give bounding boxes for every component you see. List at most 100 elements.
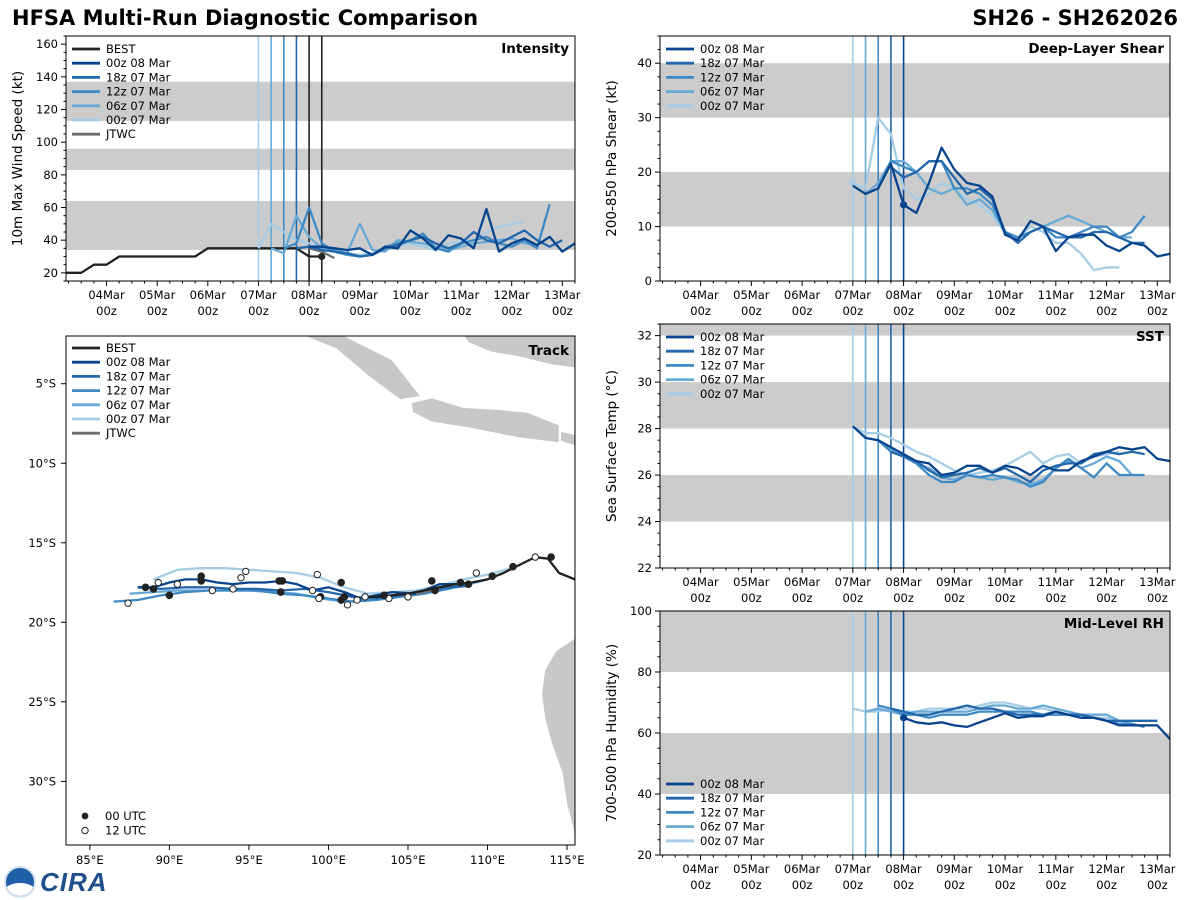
rh-xtick-hour-label: 00z xyxy=(842,878,863,892)
rh-band-1 xyxy=(660,611,1170,672)
rh-ytick-label: 80 xyxy=(637,665,652,679)
track-point-00utc xyxy=(278,577,287,585)
shear-band-1 xyxy=(660,63,1170,118)
rh-legend-label-18z-07-mar: 18z 07 Mar xyxy=(700,791,765,805)
track-point-12utc xyxy=(315,594,323,603)
intensity-ytick-label: 20 xyxy=(43,266,58,280)
sst-xtick-day-label: 13Mar xyxy=(1139,575,1176,589)
noaa-logo-icon xyxy=(4,866,36,898)
rh-xtick-day-label: 09Mar xyxy=(936,862,973,876)
sst-xtick-day-label: 10Mar xyxy=(987,575,1024,589)
rh-legend-label-06z-07-mar: 06z 07 Mar xyxy=(700,820,765,834)
sst-series-12z-07-mar xyxy=(877,439,1145,488)
track-point-12utc xyxy=(242,567,250,576)
sst-xtick-hour-label: 00z xyxy=(1096,591,1117,605)
intensity-xtick-hour-label: 00z xyxy=(451,304,472,318)
track-point-00utc xyxy=(547,553,555,561)
track-point-00utc xyxy=(337,578,345,587)
track-point-00utc xyxy=(380,591,388,600)
sst-xtick-day-label: 12Mar xyxy=(1088,575,1125,589)
shear-legend-label-12z-07-mar: 12z 07 Mar xyxy=(700,70,765,84)
rh-series-00z-08-mar xyxy=(903,710,1170,740)
track-point-12utc xyxy=(343,601,352,609)
rh-xtick-hour-label: 00z xyxy=(792,878,813,892)
track-legend-label-00z-07-mar: 00z 07 Mar xyxy=(106,412,171,426)
shear-legend-label-18z-07-mar: 18z 07 Mar xyxy=(700,56,765,70)
shear-xtick-day-label: 06Mar xyxy=(784,288,821,302)
shear-xtick-hour-label: 00z xyxy=(893,304,914,318)
storm-id-title: SH26 - SH262026 xyxy=(972,6,1178,30)
intensity-legend-label-00z-08-mar: 00z 08 Mar xyxy=(106,56,171,70)
intensity-xtick-hour-label: 00z xyxy=(248,304,269,318)
intensity-band-1 xyxy=(66,148,575,170)
track-point-00utc xyxy=(149,585,158,593)
track-point-00utc xyxy=(509,562,517,571)
sst-legend-label-00z-08-mar: 00z 08 Mar xyxy=(700,330,765,344)
sst-ytick-label: 30 xyxy=(637,375,652,389)
rh-xtick-day-label: 06Mar xyxy=(784,862,821,876)
track-frame xyxy=(65,335,576,846)
rh-xtick-hour-label: 00z xyxy=(944,878,965,892)
sst-xtick-hour-label: 00z xyxy=(1045,591,1066,605)
sst-ytick-label: 24 xyxy=(637,515,652,529)
borneo-land xyxy=(463,336,575,369)
track-xtick-label: 90°E xyxy=(156,853,184,867)
panel-shear: 0 10 20 30 40 04Mar 00z 05Mar 00z 06Mar 00z 07Mar 00… xyxy=(604,35,1176,318)
track-point-12utc xyxy=(124,599,132,607)
intensity-ytick-label: 160 xyxy=(36,37,58,51)
rh-ytick-label: 60 xyxy=(637,726,652,740)
intensity-xtick-day-label: 10Mar xyxy=(392,288,429,302)
rh-ytick-label: 40 xyxy=(637,787,652,801)
intensity-plot-area xyxy=(66,36,575,281)
track-point-12utc xyxy=(361,593,369,601)
cira-logo-text: CIRA xyxy=(40,866,108,897)
shear-series-00z-08-mar-init-point xyxy=(899,201,908,209)
track-xtick-label: 100°E xyxy=(311,853,346,867)
intensity-ytick-label: 100 xyxy=(36,135,58,149)
rh-ylabel: 700-500 hPa Humidity (%) xyxy=(604,644,620,822)
track-map-area xyxy=(113,336,575,845)
shear-title: Deep-Layer Shear xyxy=(1028,41,1164,57)
intensity-legend-label-12z-07-mar: 12z 07 Mar xyxy=(106,85,171,99)
rh-xtick-hour-label: 00z xyxy=(1096,878,1117,892)
rh-xtick-hour-label: 00z xyxy=(741,878,762,892)
track-ytick-label: 20°S xyxy=(28,615,56,629)
track-ytick-label: 10°S xyxy=(28,456,56,470)
shear-series-18z-07-mar xyxy=(890,160,1145,245)
intensity-legend-label-00z-07-mar: 00z 07 Mar xyxy=(106,113,171,127)
track-legend-label-06z-07-mar: 06z 07 Mar xyxy=(106,398,171,412)
shear-legend-label-00z-07-mar: 00z 07 Mar xyxy=(700,99,765,113)
track-series-00z-08-mar xyxy=(137,578,464,600)
cira-logo: CIRA xyxy=(4,866,108,898)
sst-xtick-hour-label: 00z xyxy=(842,591,863,605)
intensity-ytick-label: 60 xyxy=(43,201,58,215)
sst-ylabel: Sea Surface Temp (°C) xyxy=(604,370,620,522)
sst-legend-label-00z-07-mar: 00z 07 Mar xyxy=(700,387,765,401)
bali-lombok-land xyxy=(560,430,575,447)
rh-title: Mid-Level RH xyxy=(1064,616,1164,632)
shear-xtick-hour-label: 00z xyxy=(741,304,762,318)
track-series-12z-07-mar xyxy=(113,581,472,603)
shear-xtick-hour-label: 00z xyxy=(1045,304,1066,318)
sst-xtick-day-label: 08Mar xyxy=(885,575,922,589)
intensity-xtick-day-label: 05Mar xyxy=(139,288,176,302)
track-point-00utc xyxy=(197,572,206,580)
intensity-ytick-label: 40 xyxy=(43,233,58,247)
panel-sst: 22 24 26 28 30 32 04Mar 00z 05Mar 00z 06Mar 00z 07Ma… xyxy=(604,323,1176,605)
sst-band-2 xyxy=(660,324,1170,336)
rh-band-0 xyxy=(660,733,1170,794)
track-point-12utc xyxy=(229,585,237,593)
track-legend-label-jtwc: JTWC xyxy=(105,426,136,440)
intensity-xtick-day-label: 09Mar xyxy=(342,288,379,302)
sst-ytick-label: 26 xyxy=(637,468,652,482)
sst-ytick-label: 28 xyxy=(637,422,652,436)
shear-xtick-day-label: 05Mar xyxy=(733,288,770,302)
intensity-series-jtwc xyxy=(308,247,335,260)
intensity-legend-label-06z-07-mar: 06z 07 Mar xyxy=(106,99,171,113)
intensity-series-best xyxy=(66,247,322,274)
intensity-xtick-day-label: 06Mar xyxy=(190,288,227,302)
rh-series-18z-07-mar xyxy=(890,704,1158,722)
sst-xtick-day-label: 09Mar xyxy=(936,575,973,589)
shear-xtick-day-label: 12Mar xyxy=(1088,288,1125,302)
